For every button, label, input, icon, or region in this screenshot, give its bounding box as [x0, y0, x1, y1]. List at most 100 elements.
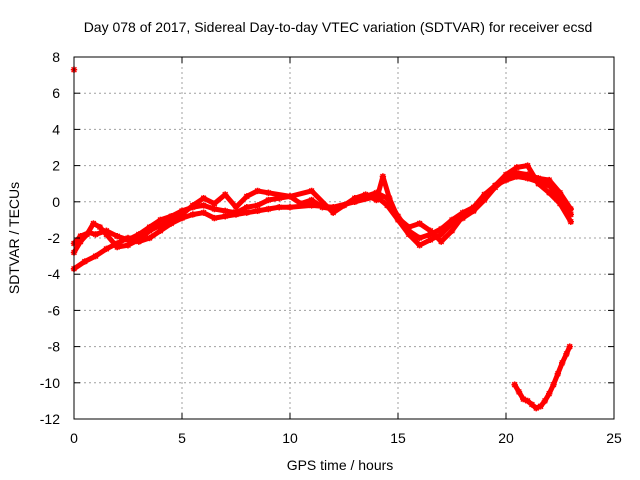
data-point	[558, 359, 566, 367]
y-tick-label: 6	[52, 85, 60, 101]
data-points	[70, 66, 574, 412]
y-tick-label: 2	[52, 158, 60, 174]
data-point	[211, 200, 218, 207]
data-point	[541, 397, 549, 405]
data-point	[103, 245, 110, 253]
data-point	[563, 350, 570, 358]
data-point	[308, 196, 315, 204]
data-point	[92, 231, 99, 238]
data-point	[492, 184, 499, 191]
data-point	[379, 173, 387, 180]
data-point	[535, 175, 542, 182]
data-point	[330, 209, 337, 216]
data-point	[567, 218, 574, 225]
data-point	[470, 207, 477, 215]
data-point	[232, 204, 240, 211]
data-point	[513, 169, 520, 177]
y-tick-label: 8	[52, 49, 60, 65]
data-point	[556, 189, 564, 196]
data-point	[513, 164, 520, 171]
x-tick-label: 0	[70, 430, 78, 446]
data-point	[77, 238, 84, 245]
data-point	[416, 220, 423, 227]
data-point	[546, 176, 553, 184]
data-point	[556, 200, 564, 207]
data-point	[427, 236, 434, 244]
data-point	[254, 202, 261, 209]
data-point	[384, 202, 391, 209]
data-point	[308, 202, 315, 209]
data-point	[416, 234, 423, 242]
data-point	[200, 194, 207, 202]
data-point	[550, 381, 557, 388]
data-point	[511, 381, 518, 388]
y-tick-label: -4	[48, 266, 61, 282]
grid	[74, 57, 614, 419]
data-point	[124, 242, 132, 249]
data-point	[438, 238, 445, 245]
data-point	[168, 216, 175, 224]
data-point	[124, 234, 132, 242]
data-point	[90, 220, 97, 227]
data-point	[286, 193, 294, 200]
y-tick-label: 0	[52, 194, 60, 210]
data-point	[178, 211, 186, 218]
data-point	[157, 222, 164, 229]
data-point	[114, 232, 121, 240]
data-point	[265, 205, 272, 213]
data-point	[546, 390, 553, 397]
data-point	[157, 216, 164, 224]
data-point	[211, 205, 218, 213]
data-point	[189, 211, 196, 218]
data-point	[524, 162, 531, 169]
data-point	[232, 211, 240, 218]
data-point	[515, 388, 523, 396]
data-point	[103, 231, 110, 238]
y-tick-label: -8	[48, 339, 61, 355]
x-tick-label: 10	[282, 430, 298, 446]
data-point	[405, 231, 412, 238]
data-point	[535, 180, 542, 187]
data-point	[200, 209, 207, 216]
x-tick-label: 25	[606, 430, 622, 446]
data-point	[448, 227, 456, 234]
data-point	[243, 209, 250, 216]
data-point	[135, 236, 142, 244]
data-point	[394, 214, 402, 222]
data-point	[286, 204, 294, 211]
series-track-3	[70, 169, 574, 256]
data-point	[96, 223, 104, 231]
y-axis-label: SDTVAR / TECUs	[6, 182, 22, 294]
data-point	[481, 196, 488, 204]
series-late-segment	[511, 343, 573, 412]
data-point	[243, 193, 250, 200]
data-point	[537, 403, 544, 410]
data-point	[254, 207, 261, 215]
data-point	[146, 227, 153, 234]
data-point	[83, 231, 91, 238]
data-point	[276, 204, 283, 211]
data-point	[308, 187, 315, 195]
data-point	[386, 194, 393, 202]
data-point	[222, 191, 229, 198]
data-point	[566, 343, 573, 350]
data-point	[405, 223, 412, 231]
data-point	[157, 227, 164, 234]
data-point	[351, 194, 358, 202]
series-line	[71, 163, 574, 272]
y-tick-label: -10	[40, 375, 60, 391]
data-point	[524, 171, 531, 178]
series-track-2	[70, 162, 574, 272]
x-axis-label: GPS time / hours	[287, 457, 394, 473]
x-tick-label: 15	[390, 430, 406, 446]
data-point	[554, 370, 562, 377]
data-point	[427, 227, 434, 234]
y-tick-label: -12	[40, 411, 60, 427]
data-point	[362, 191, 369, 198]
x-tick-label: 20	[498, 430, 514, 446]
data-point	[546, 189, 553, 196]
data-point	[114, 243, 121, 251]
series-line	[71, 170, 574, 255]
data-point	[265, 196, 272, 204]
